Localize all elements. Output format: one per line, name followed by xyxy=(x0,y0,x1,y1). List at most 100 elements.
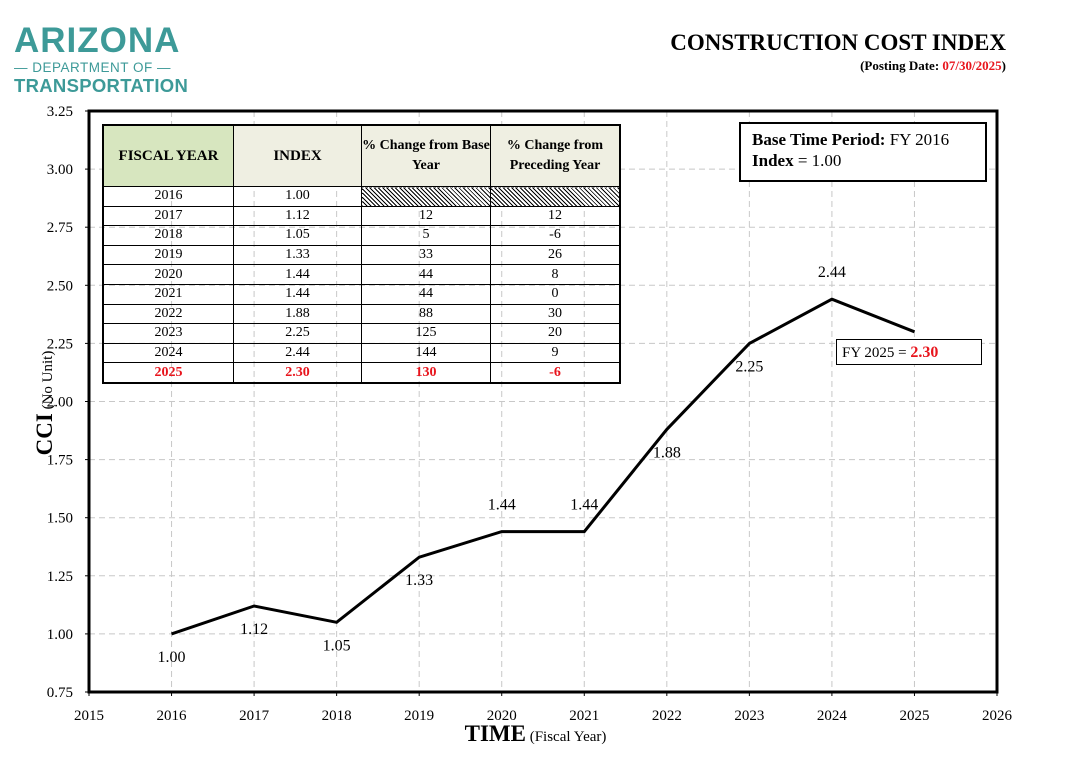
y-tick-label: 1.25 xyxy=(47,569,73,585)
table-cell: -6 xyxy=(490,362,621,384)
logo-arizona-text: ARIZONA xyxy=(14,21,181,60)
base-period-box: Base Time Period: FY 2016 Index = 1.00 xyxy=(739,122,987,182)
y-axis-ticks: 0.75 1.00 1.25 1.50 1.75 2.00 2.25 2.50 2.75 3.00… xyxy=(47,104,89,701)
x-tick-label: 2026 xyxy=(982,708,1013,724)
table-cell: 1.44 xyxy=(233,264,362,285)
posting-suffix: ) xyxy=(1001,58,1006,73)
table-cell: 144 xyxy=(361,342,491,364)
y-tick-label: 3.25 xyxy=(47,104,73,120)
fy2025-callout: FY 2025 = 2.30 xyxy=(836,339,982,365)
data-label: 1.88 xyxy=(653,444,681,461)
data-label: 2.25 xyxy=(735,358,763,375)
table-row: 2021 1.44 44 0 xyxy=(102,283,621,305)
y-tick-label: 2.75 xyxy=(47,220,73,236)
table-cell: 12 xyxy=(490,205,621,227)
table-row: 2023 2.25 125 20 xyxy=(102,323,621,344)
y-tick-label: 2.00 xyxy=(47,395,73,411)
x-axis-ticks: 2015 2016 2017 2018 2019 2020 2021 2022 2023 2024… xyxy=(74,692,1013,724)
y-tick-label: 3.00 xyxy=(47,162,73,178)
table-cell xyxy=(490,186,621,207)
logo-transportation-text: TRANSPORTATION xyxy=(14,75,189,96)
table-cell: 88 xyxy=(361,303,491,325)
table-cell: 2020 xyxy=(102,264,234,285)
data-labels: 1.001.121.051.331.44 1.441.882.252.44 xyxy=(158,264,846,666)
table-row: 2024 2.44 144 9 xyxy=(102,342,621,364)
table-cell: 2017 xyxy=(102,205,234,227)
data-label: 1.33 xyxy=(405,572,433,589)
data-label: 1.00 xyxy=(158,649,186,666)
data-label: 1.12 xyxy=(240,621,268,638)
table-cell: 1.33 xyxy=(233,244,362,266)
table-cell: 2016 xyxy=(102,186,234,207)
col-header-index: INDEX xyxy=(233,124,362,187)
table-row: 2018 1.05 5 -6 xyxy=(102,225,621,246)
table-cell: 130 xyxy=(361,362,491,384)
cci-series-line xyxy=(171,297,916,636)
table-cell: 1.44 xyxy=(233,283,362,305)
y-tick-label: 0.75 xyxy=(47,685,73,701)
y-tick-label: 1.00 xyxy=(47,627,73,643)
table-cell: 2.44 xyxy=(233,342,362,364)
x-tick-label: 2019 xyxy=(404,708,434,724)
table-cell: 2.25 xyxy=(233,323,362,344)
table-cell: 8 xyxy=(490,264,621,285)
table-row: 2017 1.12 12 12 xyxy=(102,205,621,227)
table-cell: 0 xyxy=(490,283,621,305)
base-period-label: Base Time Period: xyxy=(752,130,886,149)
table-cell: 2021 xyxy=(102,283,234,305)
table-cell: 2024 xyxy=(102,342,234,364)
table-cell: 2025 xyxy=(102,362,234,384)
base-index-value: = 1.00 xyxy=(797,151,842,170)
table-cell: 30 xyxy=(490,303,621,325)
x-tick-label: 2016 xyxy=(157,708,188,724)
table-cell: 1.00 xyxy=(233,186,362,207)
table-row: 2025 2.30 130 -6 xyxy=(102,362,621,384)
table-cell: 20 xyxy=(490,323,621,344)
y-tick-label: 2.25 xyxy=(47,336,73,352)
base-index-label: Index xyxy=(752,151,794,170)
base-period-value: FY 2016 xyxy=(889,130,950,149)
table-body: 2016 1.00 2017 1.12 12 12 2018 1.05 5 -6 2019 1.33 3… xyxy=(102,186,621,384)
x-tick-label: 2024 xyxy=(817,708,848,724)
table-cell: 2022 xyxy=(102,303,234,325)
table-cell: 2018 xyxy=(102,225,234,246)
table-cell: 1.88 xyxy=(233,303,362,325)
table-cell: 26 xyxy=(490,244,621,266)
page-title: CONSTRUCTION COST INDEX xyxy=(670,30,1006,55)
posting-date: 07/30/2025 xyxy=(942,58,1002,73)
table-cell: 9 xyxy=(490,342,621,364)
data-label: 1.05 xyxy=(323,637,351,654)
x-axis-title: TIME (Fiscal Year) xyxy=(0,721,1071,747)
table-cell: 2019 xyxy=(102,244,234,266)
table-cell: 1.12 xyxy=(233,205,362,227)
table-row: 2016 1.00 xyxy=(102,186,621,207)
x-axis-label: TIME xyxy=(464,721,526,746)
x-tick-label: 2023 xyxy=(734,708,764,724)
y-axis-title: CCI (No Unit) xyxy=(32,303,58,503)
y-axis-label: CCI xyxy=(32,413,57,456)
y-axis-unit: (No Unit) xyxy=(40,350,56,410)
data-label: 1.44 xyxy=(488,497,516,514)
x-tick-label: 2021 xyxy=(569,708,599,724)
table-cell: 44 xyxy=(361,264,491,285)
col-header-change-base: % Change from Base Year xyxy=(361,124,491,187)
callout-value: 2.30 xyxy=(910,344,939,361)
table-cell: -6 xyxy=(490,225,621,246)
table-cell: 125 xyxy=(361,323,491,344)
table-cell: 44 xyxy=(361,283,491,305)
table-cell: 33 xyxy=(361,244,491,266)
posting-prefix: (Posting Date: xyxy=(860,58,943,73)
x-tick-label: 2018 xyxy=(322,708,352,724)
x-tick-label: 2015 xyxy=(74,708,104,724)
table-row: 2022 1.88 88 30 xyxy=(102,303,621,325)
table-header-row: FISCAL YEAR INDEX % Change from Base Yea… xyxy=(102,124,621,187)
table-cell: 5 xyxy=(361,225,491,246)
adot-logo: ARIZONA — DEPARTMENT OF — TRANSPORTATION xyxy=(14,21,214,96)
table-cell: 1.05 xyxy=(233,225,362,246)
col-header-change-preceding: % Change from Preceding Year xyxy=(490,124,621,187)
x-tick-label: 2020 xyxy=(487,708,517,724)
y-tick-label: 1.75 xyxy=(47,453,73,469)
x-tick-label: 2017 xyxy=(239,708,270,724)
table-row: 2019 1.33 33 26 xyxy=(102,244,621,266)
x-axis-unit: (Fiscal Year) xyxy=(529,729,607,745)
